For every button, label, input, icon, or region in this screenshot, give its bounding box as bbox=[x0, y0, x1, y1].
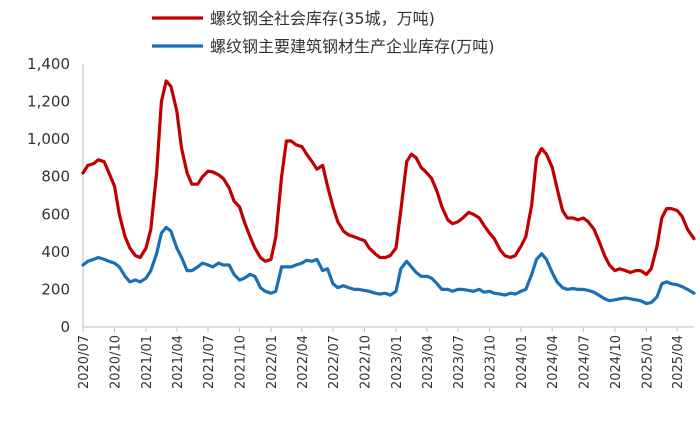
x-tick-label: 2025/01 bbox=[640, 335, 655, 389]
x-tick-label: 2025/04 bbox=[671, 335, 686, 389]
x-tick-label: 2023/04 bbox=[421, 335, 436, 389]
x-tick-label: 2020/07 bbox=[77, 335, 92, 389]
series-line-1 bbox=[81, 79, 696, 276]
x-tick-label: 2020/10 bbox=[109, 335, 124, 389]
x-tick-label: 2021/01 bbox=[140, 335, 155, 389]
x-tick-label: 2022/07 bbox=[327, 335, 342, 389]
legend-label-2: 螺纹钢主要建筑钢材生产企业库存(万吨) bbox=[210, 37, 495, 56]
x-tick-label: 2022/01 bbox=[265, 335, 280, 389]
y-tick-label: 400 bbox=[41, 243, 70, 261]
y-tick-label: 1,400 bbox=[27, 55, 70, 73]
x-axis-ticks: 2020/07 2020/10 2021/01 2021/04 2021/07 2021/… bbox=[77, 327, 686, 389]
y-tick-label: 1,200 bbox=[27, 93, 70, 111]
x-tick-label: 2024/04 bbox=[546, 335, 561, 389]
y-tick-label: 1,000 bbox=[27, 130, 70, 148]
y-tick-label: 600 bbox=[41, 205, 70, 223]
y-tick-label: 800 bbox=[41, 168, 70, 186]
x-tick-label: 2022/04 bbox=[296, 335, 311, 389]
x-tick-label: 2021/10 bbox=[234, 335, 249, 389]
x-tick-label: 2023/01 bbox=[390, 335, 405, 389]
x-tick-label: 2024/10 bbox=[609, 335, 624, 389]
x-tick-label: 2024/01 bbox=[515, 335, 530, 389]
legend: 螺纹钢全社会库存(35城，万吨) 螺纹钢主要建筑钢材生产企业库存(万吨) bbox=[152, 9, 495, 56]
series-lines bbox=[81, 79, 696, 306]
x-tick-label: 2022/10 bbox=[359, 335, 374, 389]
y-axis-ticks: 0 200 400 600 800 1,000 1,200 1,400 bbox=[27, 55, 70, 336]
series-line-2 bbox=[81, 225, 696, 306]
legend-label-1: 螺纹钢全社会库存(35城，万吨) bbox=[210, 9, 435, 28]
x-tick-label: 2024/07 bbox=[577, 335, 592, 389]
x-tick-label: 2021/04 bbox=[171, 335, 186, 389]
y-tick-label: 0 bbox=[60, 318, 70, 336]
x-tick-label: 2023/07 bbox=[452, 335, 467, 389]
y-tick-label: 200 bbox=[41, 280, 70, 298]
x-tick-label: 2023/10 bbox=[484, 335, 499, 389]
x-tick-label: 2021/07 bbox=[202, 335, 217, 389]
